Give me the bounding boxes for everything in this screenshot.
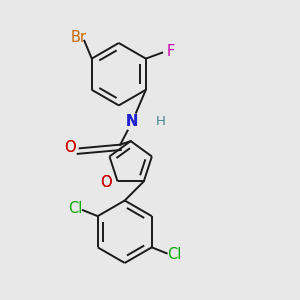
Text: Cl: Cl <box>167 247 181 262</box>
Text: F: F <box>167 44 175 59</box>
Text: Br: Br <box>70 30 86 45</box>
Circle shape <box>98 175 114 191</box>
Text: O: O <box>64 140 76 154</box>
Text: N: N <box>126 114 138 129</box>
Text: Cl: Cl <box>68 201 83 216</box>
Circle shape <box>61 139 78 155</box>
Text: H: H <box>155 115 165 128</box>
Circle shape <box>124 113 140 130</box>
Text: O: O <box>100 176 112 190</box>
Text: N: N <box>126 114 138 129</box>
Text: O: O <box>64 140 76 154</box>
Text: O: O <box>100 176 112 190</box>
